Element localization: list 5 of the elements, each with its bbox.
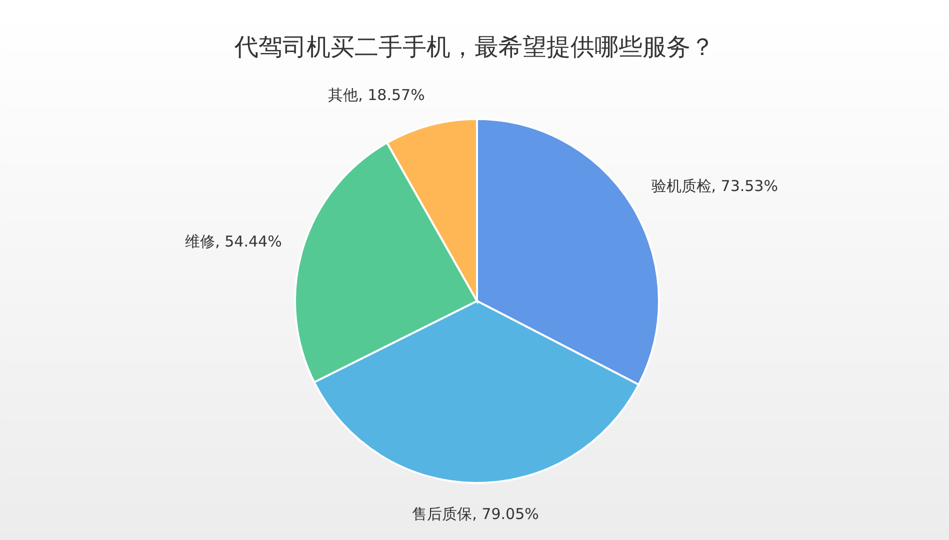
slice-label: 其他, 18.57% <box>328 86 425 104</box>
slice-label: 售后质保, 79.05% <box>412 504 539 523</box>
slice-label: 验机质检, 73.53% <box>651 176 778 195</box>
chart-title: 代驾司机买二手手机，最希望提供哪些服务？ <box>234 33 714 61</box>
slice-label: 维修, 54.44% <box>185 232 282 251</box>
